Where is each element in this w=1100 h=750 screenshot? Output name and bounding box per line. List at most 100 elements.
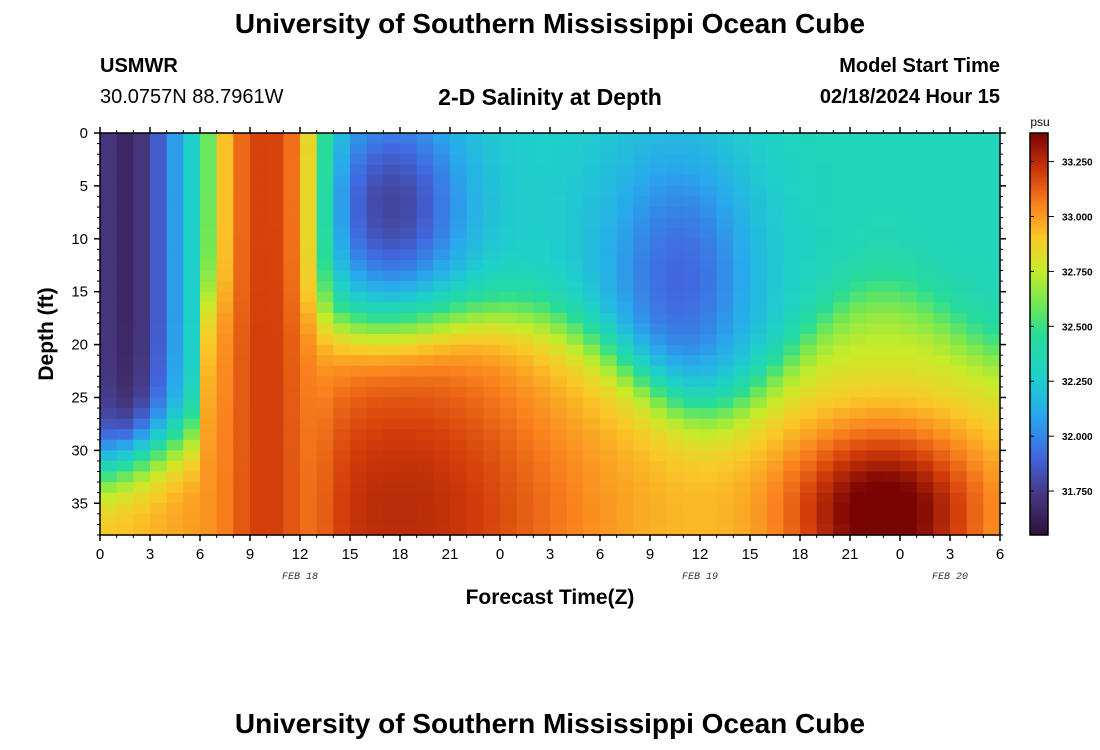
page-title: University of Southern Mississippi Ocean… <box>234 8 866 39</box>
heatmap-cell <box>533 196 551 208</box>
heatmap-cell <box>516 355 534 367</box>
heatmap-cell <box>400 418 418 430</box>
heatmap-cell <box>666 154 684 166</box>
heatmap-cell <box>116 450 134 462</box>
heatmap-cell <box>350 133 368 145</box>
heatmap-cell <box>583 439 601 451</box>
heatmap-cell <box>983 185 1001 198</box>
heatmap-cell <box>250 207 268 219</box>
heatmap-cell <box>766 429 784 441</box>
heatmap-cell <box>200 408 218 420</box>
heatmap-cell <box>266 376 284 388</box>
heatmap-cell <box>716 439 734 451</box>
heatmap-cell <box>866 133 884 145</box>
heatmap-cell <box>700 482 718 494</box>
heatmap-cell <box>283 207 301 219</box>
heatmap-cell <box>416 154 434 166</box>
heatmap-cell <box>266 334 284 346</box>
heatmap-cell <box>300 513 318 526</box>
heatmap-cell <box>266 365 284 377</box>
colorbar-tick-label: 33.250 <box>1062 158 1093 169</box>
x-tick-label: 6 <box>996 546 1004 563</box>
heatmap-cell <box>650 259 668 272</box>
heatmap-cell <box>600 365 618 377</box>
heatmap-cell <box>933 154 951 166</box>
heatmap-cell <box>250 312 268 325</box>
heatmap-cell <box>116 408 134 420</box>
heatmap-cell <box>400 207 418 219</box>
heatmap-cell <box>133 217 151 229</box>
heatmap-cell <box>716 376 734 388</box>
heatmap-cell <box>566 492 584 504</box>
heatmap-cell <box>283 460 301 473</box>
heatmap-cell <box>816 503 834 515</box>
heatmap-cell <box>483 397 501 409</box>
heatmap-cell <box>716 492 734 504</box>
heatmap-cell <box>533 503 551 515</box>
x-tick-label: 0 <box>896 546 904 563</box>
heatmap-cell <box>216 365 234 377</box>
heatmap-cell <box>300 323 318 335</box>
heatmap-cell <box>550 291 568 303</box>
heatmap-cell <box>700 471 718 483</box>
heatmap-cell <box>383 439 401 451</box>
heatmap-cell <box>166 503 184 515</box>
heatmap-cell <box>483 334 501 346</box>
heatmap-cell <box>566 471 584 483</box>
heatmap-cell <box>183 482 201 494</box>
heatmap-cell <box>850 334 868 346</box>
heatmap-cell <box>350 524 368 536</box>
heatmap-cell <box>800 471 818 483</box>
heatmap-cell <box>250 143 268 155</box>
heatmap-cell <box>483 355 501 367</box>
heatmap-cell <box>216 524 234 536</box>
heatmap-cell <box>933 133 951 145</box>
heatmap-cell <box>983 133 1001 145</box>
heatmap-cell <box>950 143 968 155</box>
heatmap-cell <box>316 238 334 250</box>
heatmap-cell <box>116 471 134 483</box>
heatmap-cell <box>133 323 151 335</box>
heatmap-cell <box>416 471 434 483</box>
heatmap-cell <box>600 334 618 346</box>
heatmap-cell <box>633 503 651 515</box>
heatmap-cell <box>516 344 534 356</box>
heatmap-cell <box>583 133 601 145</box>
heatmap-cell <box>850 323 868 335</box>
heatmap-cell <box>383 302 401 314</box>
heatmap-cell <box>300 482 318 494</box>
heatmap-cell <box>300 408 318 420</box>
heatmap-cell <box>583 408 601 420</box>
heatmap-cell <box>400 355 418 367</box>
heatmap-cell <box>433 460 451 473</box>
heatmap-cell <box>966 291 984 303</box>
heatmap-cell <box>116 397 134 409</box>
heatmap-cell <box>950 439 968 451</box>
heatmap-cell <box>533 175 551 187</box>
heatmap-cell <box>283 365 301 377</box>
heatmap-cell <box>166 302 184 314</box>
heatmap-cell <box>883 217 901 229</box>
heatmap-cell <box>100 312 118 325</box>
heatmap-cell <box>783 524 801 536</box>
heatmap-cell <box>666 513 684 526</box>
heatmap-cell <box>866 439 884 451</box>
heatmap-cell <box>633 281 651 293</box>
heatmap-cell <box>333 492 351 504</box>
heatmap-cell <box>166 439 184 451</box>
heatmap-cell <box>783 492 801 504</box>
heatmap-cell <box>633 302 651 314</box>
heatmap-cell <box>616 334 634 346</box>
heatmap-cell <box>800 291 818 303</box>
heatmap-cell <box>633 175 651 187</box>
heatmap-cell <box>133 312 151 325</box>
heatmap-cell <box>933 217 951 229</box>
heatmap-cell <box>133 270 151 282</box>
heatmap-cell <box>500 312 518 325</box>
heatmap-cell <box>616 238 634 250</box>
heatmap-cell <box>416 217 434 229</box>
heatmap-cell <box>650 334 668 346</box>
heatmap-cell <box>316 344 334 356</box>
heatmap-cell <box>183 291 201 303</box>
heatmap-cell <box>833 143 851 155</box>
